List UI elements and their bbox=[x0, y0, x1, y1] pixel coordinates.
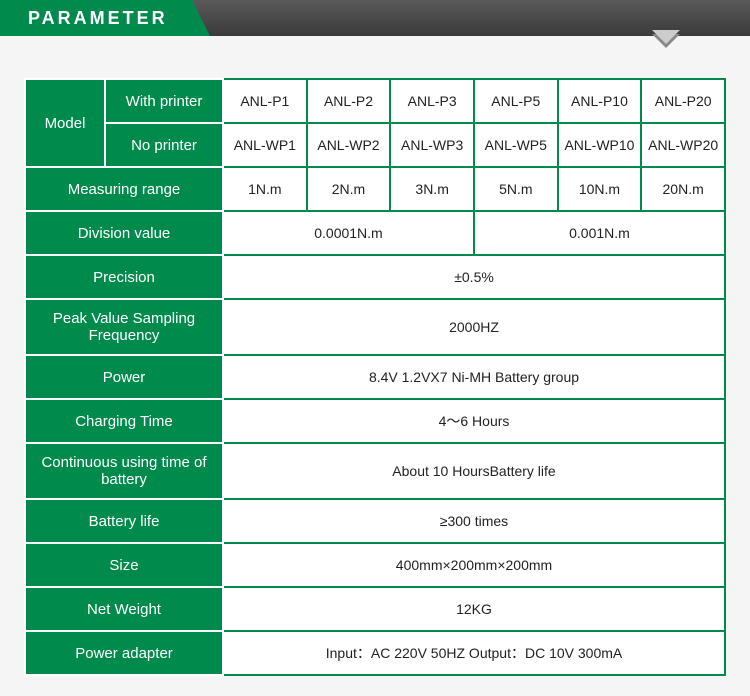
val-precision: ±0.5% bbox=[223, 255, 725, 299]
val-charging-time: 4～6 Hours bbox=[223, 399, 725, 443]
val-np-1: ANL-WP2 bbox=[307, 123, 391, 167]
val-wp-5: ANL-P20 bbox=[641, 79, 725, 123]
val-mr-2: 3N.m bbox=[390, 167, 474, 211]
row-power-adapter: Power adapter Input：AC 220V 50HZ Output：… bbox=[25, 631, 725, 675]
val-size: 400mm×200mm×200mm bbox=[223, 543, 725, 587]
row-battery-life: Battery life ≥300 times bbox=[25, 499, 725, 543]
row-net-weight: Net Weight 12KG bbox=[25, 587, 725, 631]
row-power: Power 8.4V 1.2VX7 Ni-MH Battery group bbox=[25, 355, 725, 399]
val-power: 8.4V 1.2VX7 Ni-MH Battery group bbox=[223, 355, 725, 399]
parameter-table: Model With printer ANL-P1 ANL-P2 ANL-P3 … bbox=[24, 78, 726, 676]
label-peak-sampling: Peak Value Sampling Frequency bbox=[25, 299, 223, 355]
val-wp-3: ANL-P5 bbox=[474, 79, 558, 123]
val-np-0: ANL-WP1 bbox=[223, 123, 307, 167]
label-no-printer: No printer bbox=[105, 123, 223, 167]
val-mr-4: 10N.m bbox=[558, 167, 642, 211]
val-mr-5: 20N.m bbox=[641, 167, 725, 211]
header-slant bbox=[192, 0, 210, 36]
val-mr-0: 1N.m bbox=[223, 167, 307, 211]
label-power-adapter: Power adapter bbox=[25, 631, 223, 675]
val-division-left: 0.0001N.m bbox=[223, 211, 474, 255]
val-mr-1: 2N.m bbox=[307, 167, 391, 211]
label-with-printer: With printer bbox=[105, 79, 223, 123]
val-wp-1: ANL-P2 bbox=[307, 79, 391, 123]
val-wp-2: ANL-P3 bbox=[390, 79, 474, 123]
row-measuring-range: Measuring range 1N.m 2N.m 3N.m 5N.m 10N.… bbox=[25, 167, 725, 211]
label-size: Size bbox=[25, 543, 223, 587]
row-model-with-printer: Model With printer ANL-P1 ANL-P2 ANL-P3 … bbox=[25, 79, 725, 123]
val-continuous-use: About 10 HoursBattery life bbox=[223, 443, 725, 499]
label-power: Power bbox=[25, 355, 223, 399]
label-measuring-range: Measuring range bbox=[25, 167, 223, 211]
label-battery-life: Battery life bbox=[25, 499, 223, 543]
page-title: PARAMETER bbox=[0, 0, 192, 36]
header-title-wrap: PARAMETER bbox=[0, 0, 210, 36]
label-division-value: Division value bbox=[25, 211, 223, 255]
row-division-value: Division value 0.0001N.m 0.001N.m bbox=[25, 211, 725, 255]
label-net-weight: Net Weight bbox=[25, 587, 223, 631]
row-peak-sampling: Peak Value Sampling Frequency 2000HZ bbox=[25, 299, 725, 355]
label-charging-time: Charging Time bbox=[25, 399, 223, 443]
val-wp-0: ANL-P1 bbox=[223, 79, 307, 123]
dropdown-arrow-icon bbox=[652, 34, 680, 48]
val-mr-3: 5N.m bbox=[474, 167, 558, 211]
row-charging-time: Charging Time 4～6 Hours bbox=[25, 399, 725, 443]
val-np-4: ANL-WP10 bbox=[558, 123, 642, 167]
val-peak-sampling: 2000HZ bbox=[223, 299, 725, 355]
label-precision: Precision bbox=[25, 255, 223, 299]
val-power-adapter: Input：AC 220V 50HZ Output：DC 10V 300mA bbox=[223, 631, 725, 675]
val-wp-4: ANL-P10 bbox=[558, 79, 642, 123]
label-continuous-use: Continuous using time of battery bbox=[25, 443, 223, 499]
parameter-table-wrap: Model With printer ANL-P1 ANL-P2 ANL-P3 … bbox=[0, 36, 750, 676]
val-battery-life: ≥300 times bbox=[223, 499, 725, 543]
row-size: Size 400mm×200mm×200mm bbox=[25, 543, 725, 587]
row-model-no-printer: No printer ANL-WP1 ANL-WP2 ANL-WP3 ANL-W… bbox=[25, 123, 725, 167]
val-np-5: ANL-WP20 bbox=[641, 123, 725, 167]
label-model: Model bbox=[25, 79, 105, 167]
header-bar: PARAMETER bbox=[0, 0, 750, 36]
val-np-2: ANL-WP3 bbox=[390, 123, 474, 167]
val-np-3: ANL-WP5 bbox=[474, 123, 558, 167]
val-net-weight: 12KG bbox=[223, 587, 725, 631]
val-division-right: 0.001N.m bbox=[474, 211, 725, 255]
row-precision: Precision ±0.5% bbox=[25, 255, 725, 299]
row-continuous-use: Continuous using time of battery About 1… bbox=[25, 443, 725, 499]
